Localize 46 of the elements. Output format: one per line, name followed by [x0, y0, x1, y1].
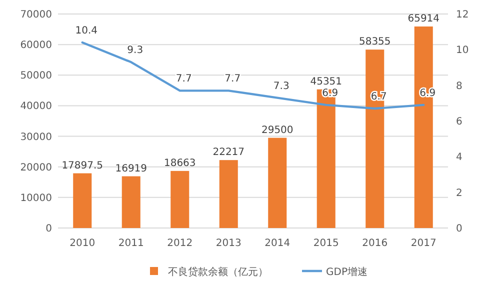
- y-tick-label: 0: [46, 224, 52, 234]
- data-label: 22217: [212, 147, 245, 158]
- y2-tick-label: 4: [456, 152, 462, 164]
- data-label: 45351: [310, 76, 342, 88]
- y-tick-label: 40000: [20, 101, 52, 112]
- bar: [73, 173, 92, 228]
- data-label: 7.7: [176, 74, 192, 85]
- data-label: 29500: [261, 124, 294, 136]
- x-tick-label: 2012: [167, 238, 193, 249]
- y2-tick-label: 8: [456, 80, 462, 92]
- x-tick-label: 2016: [362, 238, 388, 249]
- legend-label: GDP增速: [326, 266, 368, 278]
- bar: [219, 160, 238, 228]
- bar: [170, 170, 190, 228]
- y-tick-label: 10000: [20, 192, 52, 204]
- x-tick-label: 2011: [118, 238, 144, 249]
- data-label: 7.3: [273, 80, 290, 92]
- data-label: 18663: [164, 158, 196, 169]
- y2-tick-label: 0: [456, 224, 462, 234]
- data-label: 7.7: [224, 74, 241, 85]
- y2-tick-label: 10: [456, 45, 469, 56]
- data-label: 65914: [408, 13, 440, 24]
- bar: [366, 50, 384, 228]
- data-label: 58355: [358, 36, 391, 48]
- y2-tick-label: 12: [456, 10, 469, 20]
- data-label: 9.3: [127, 45, 144, 56]
- x-tick-label: 2014: [264, 238, 290, 249]
- x-tick-label: 2017: [410, 238, 436, 249]
- data-label: 10.4: [75, 26, 98, 37]
- bar: [268, 138, 287, 228]
- y-tick-label: 70000: [20, 10, 52, 20]
- bar: [122, 176, 140, 228]
- data-label: 17897.5: [62, 160, 104, 172]
- y2-tick-label: 2: [456, 188, 462, 199]
- legend-label: 不良贷款余额（亿元）: [168, 266, 268, 278]
- data-label: 16919: [115, 163, 148, 174]
- y-tick-label: 60000: [20, 40, 52, 52]
- x-tick-label: 2015: [313, 238, 339, 249]
- x-tick-label: 2010: [70, 238, 96, 249]
- bar: [414, 26, 433, 228]
- x-tick-label: 2013: [216, 238, 242, 249]
- y-tick-label: 50000: [20, 70, 52, 82]
- y-tick-label: 30000: [20, 132, 52, 143]
- y-tick-label: 20000: [20, 162, 52, 174]
- y2-tick-label: 6: [456, 116, 462, 128]
- bar: [316, 89, 336, 228]
